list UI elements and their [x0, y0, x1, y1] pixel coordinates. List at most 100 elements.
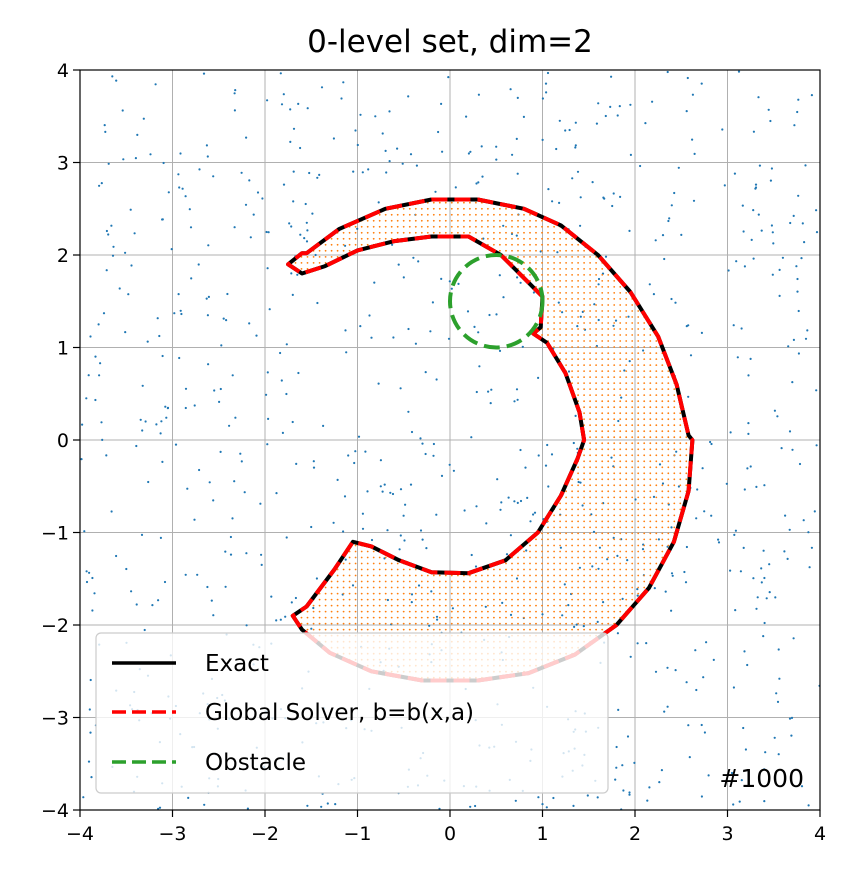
- fill-point: [601, 316, 604, 318]
- sample-point: [680, 233, 683, 236]
- fill-point: [330, 610, 333, 613]
- sample-point: [415, 164, 418, 167]
- fill-point: [625, 406, 628, 409]
- sample-point: [735, 260, 738, 263]
- fill-point: [589, 424, 591, 427]
- fill-point: [444, 592, 447, 595]
- sample-point: [231, 374, 234, 377]
- fill-point: [571, 616, 573, 619]
- sample-point: [359, 113, 362, 116]
- sample-point: [436, 618, 439, 621]
- fill-point: [384, 628, 387, 631]
- fill-point: [583, 412, 585, 415]
- fill-point: [318, 622, 321, 625]
- fill-point: [360, 237, 363, 240]
- fill-point: [631, 508, 634, 511]
- fill-point: [300, 268, 303, 270]
- sample-point: [206, 585, 209, 589]
- fill-point: [667, 508, 670, 511]
- sample-point: [732, 324, 735, 327]
- sample-point: [516, 276, 519, 279]
- sample-point: [166, 406, 170, 409]
- fill-point: [601, 526, 604, 529]
- sample-point: [407, 95, 410, 98]
- sample-point: [99, 362, 102, 365]
- fill-point: [529, 556, 531, 559]
- fill-point: [607, 310, 610, 312]
- fill-point: [553, 562, 555, 565]
- fill-point: [649, 418, 652, 421]
- fill-point: [661, 502, 664, 505]
- fill-point: [625, 520, 628, 523]
- fill-point: [655, 526, 658, 529]
- fill-point: [595, 376, 597, 378]
- fill-point: [426, 628, 429, 631]
- fill-point: [559, 328, 561, 330]
- fill-point: [637, 472, 640, 475]
- fill-point: [595, 580, 597, 583]
- fill-point: [511, 231, 513, 234]
- sample-point: [417, 260, 420, 263]
- fill-point: [553, 286, 555, 288]
- fill-point: [607, 502, 610, 505]
- fill-point: [685, 436, 688, 439]
- fill-point: [330, 628, 333, 631]
- sample-point: [737, 70, 741, 73]
- fill-point: [607, 532, 610, 535]
- fill-point: [517, 586, 519, 589]
- fill-point: [402, 616, 405, 619]
- fill-point: [553, 574, 555, 577]
- sample-point: [742, 546, 745, 550]
- sample-point: [188, 208, 191, 211]
- fill-point: [547, 310, 549, 312]
- sample-point: [402, 276, 405, 279]
- fill-point: [535, 568, 537, 571]
- fill-point: [511, 592, 513, 595]
- sample-point: [344, 244, 347, 247]
- fill-point: [601, 460, 604, 463]
- fill-point: [649, 472, 652, 475]
- fill-point: [499, 219, 501, 222]
- fill-point: [529, 562, 531, 565]
- fill-point: [553, 628, 555, 631]
- fill-point: [565, 274, 567, 276]
- fill-point: [402, 213, 405, 216]
- fill-point: [487, 598, 489, 601]
- fill-point: [595, 430, 597, 433]
- sample-point: [261, 197, 264, 200]
- fill-point: [649, 436, 652, 439]
- fill-point: [661, 400, 664, 403]
- fill-point: [565, 340, 567, 342]
- fill-point: [589, 412, 591, 415]
- fill-point: [384, 231, 387, 234]
- fill-point: [571, 334, 573, 336]
- sample-point: [501, 601, 504, 605]
- fill-point: [378, 562, 381, 565]
- fill-point: [318, 262, 321, 264]
- fill-point: [673, 448, 676, 451]
- sample-point: [598, 546, 602, 549]
- fill-point: [559, 310, 561, 312]
- sample-point: [807, 531, 810, 534]
- fill-point: [481, 598, 483, 601]
- fill-point: [667, 520, 670, 523]
- fill-point: [541, 628, 543, 631]
- fill-point: [595, 514, 597, 517]
- sample-point: [537, 796, 540, 799]
- fill-point: [505, 616, 507, 619]
- fill-point: [541, 280, 543, 282]
- sample-point: [312, 466, 316, 469]
- fill-point: [487, 207, 489, 210]
- fill-point: [601, 376, 604, 378]
- fill-point: [517, 219, 519, 222]
- fill-point: [372, 610, 375, 613]
- sample-point: [654, 670, 658, 673]
- fill-point: [517, 562, 519, 565]
- fill-point: [601, 346, 604, 348]
- fill-point: [390, 622, 393, 625]
- sample-point: [388, 110, 391, 113]
- sample-point: [484, 605, 487, 608]
- fill-point: [625, 472, 628, 475]
- fill-point: [481, 219, 483, 222]
